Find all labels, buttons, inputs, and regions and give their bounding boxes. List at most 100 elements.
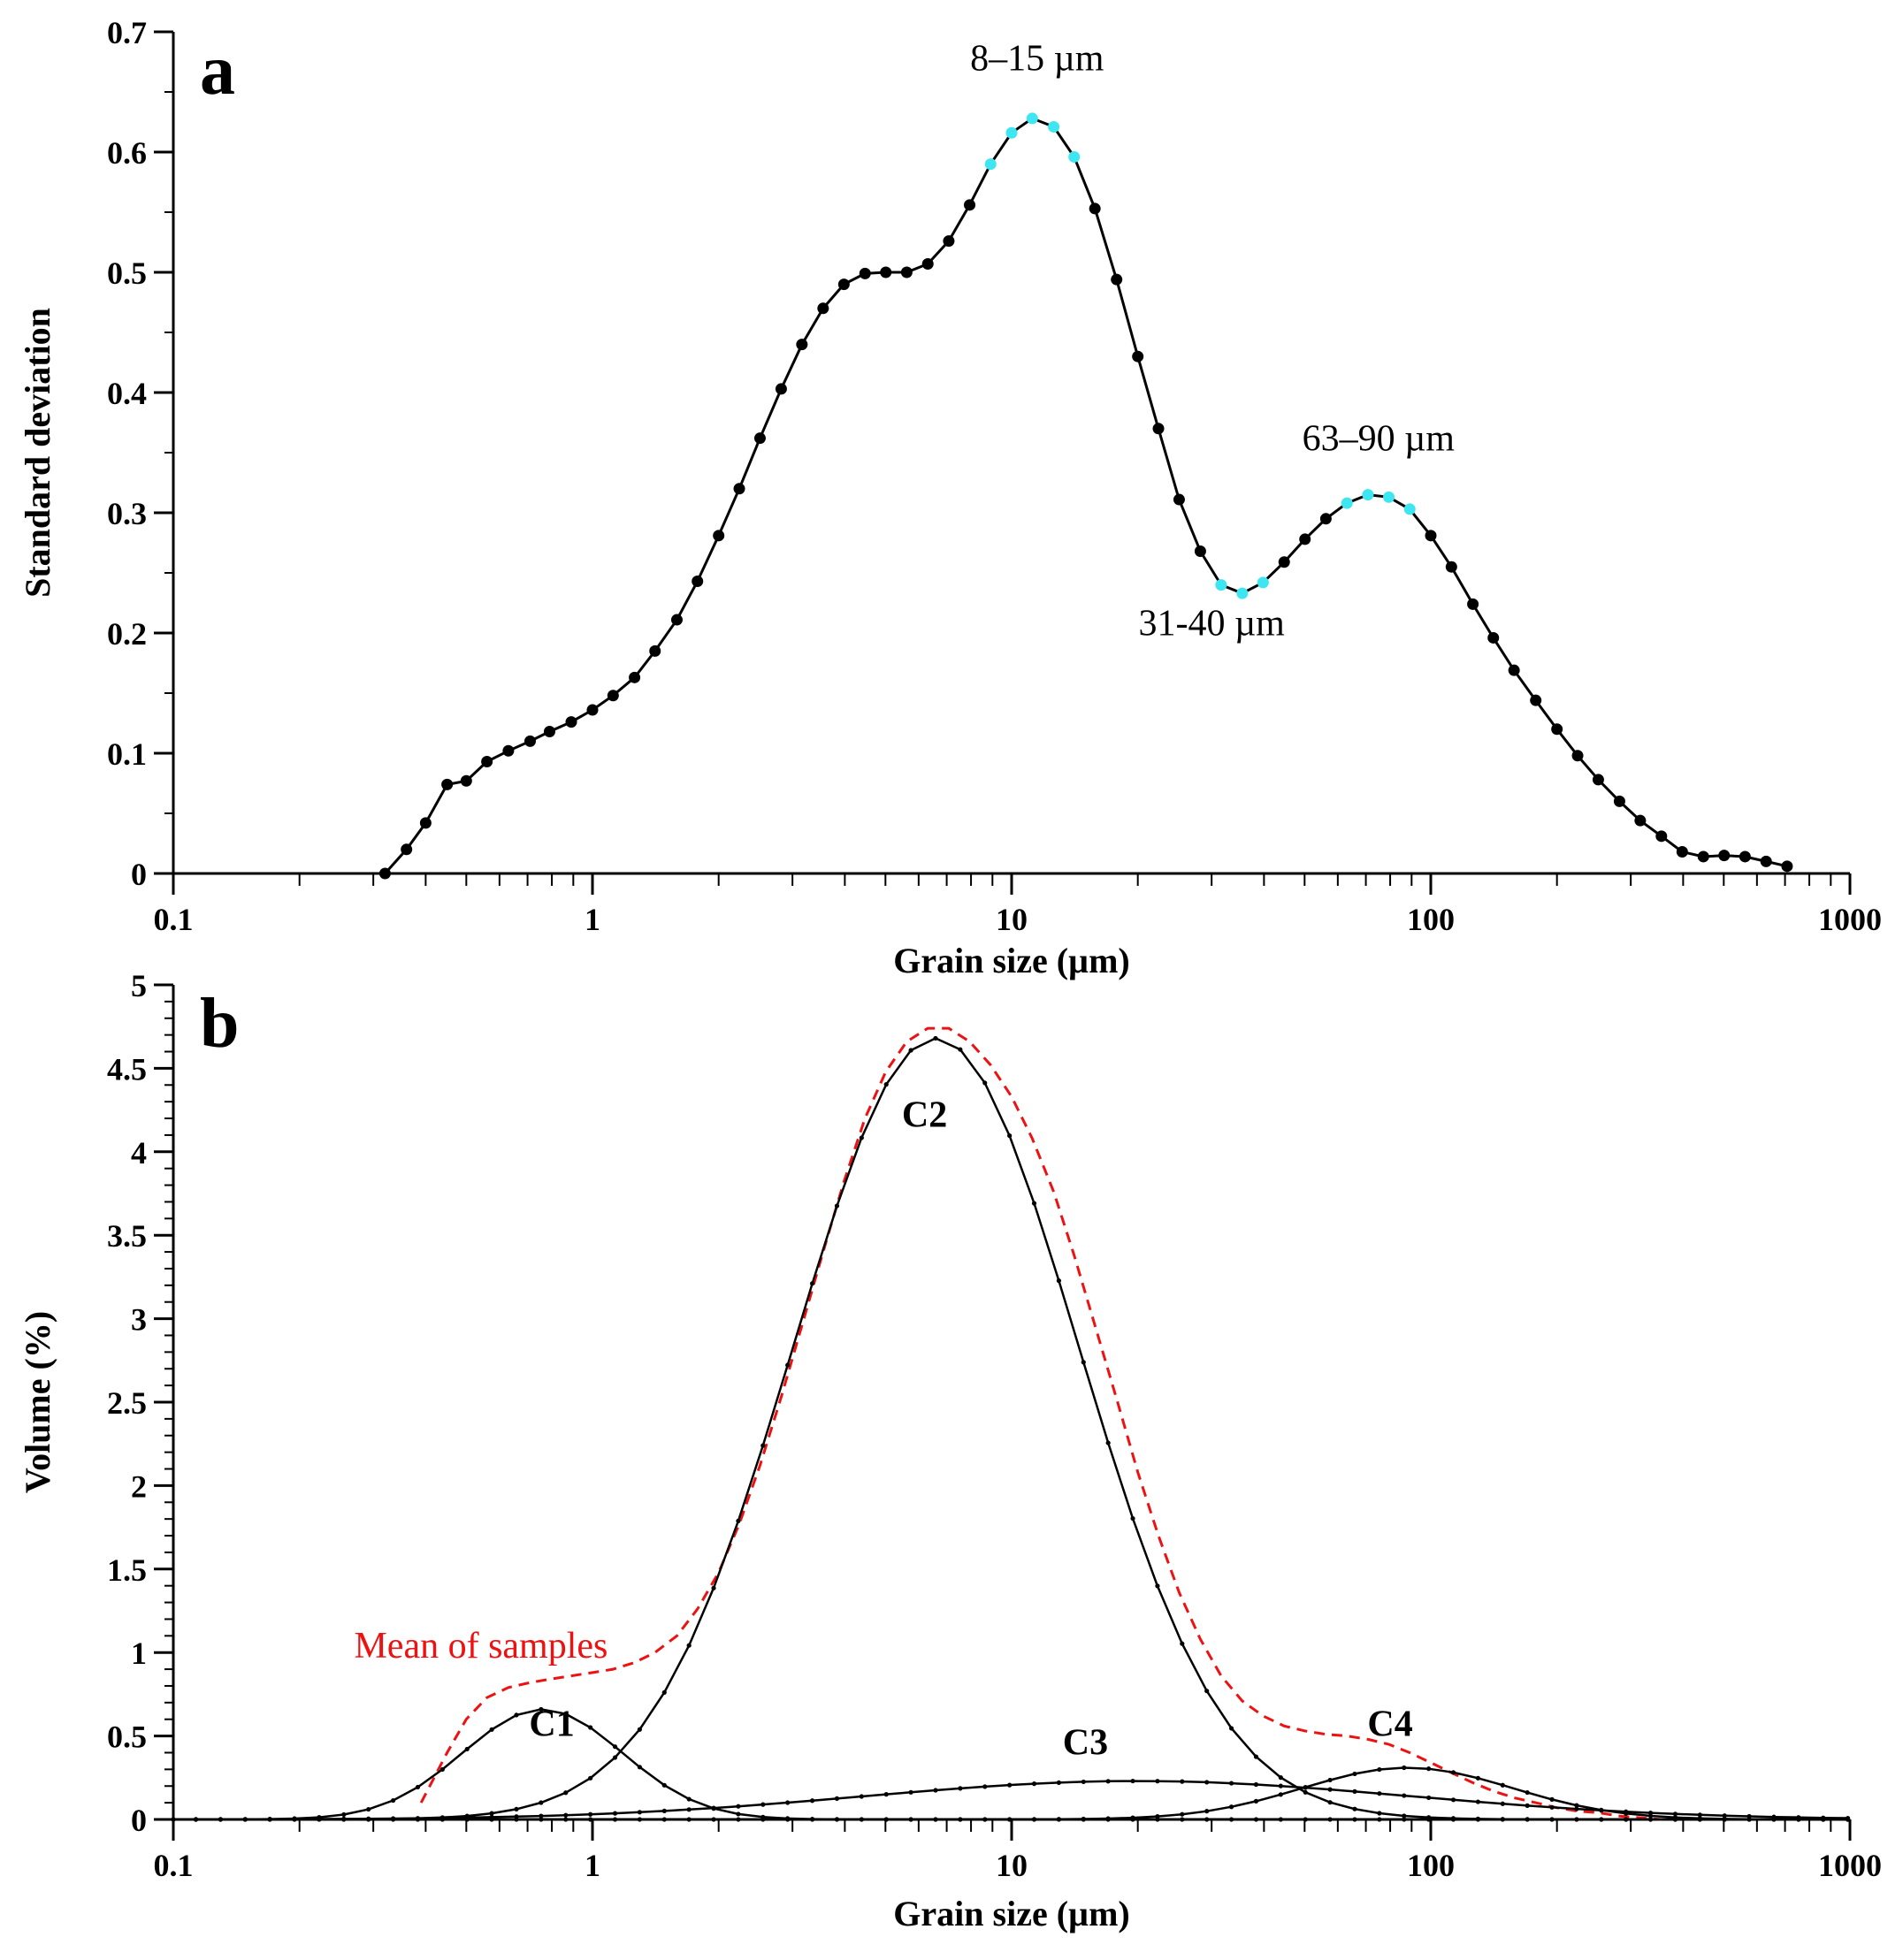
x-axis-title: Grain size (µm)	[893, 1894, 1129, 1933]
peak-annotation: 63–90 µm	[1303, 418, 1456, 459]
data-point	[1781, 860, 1793, 873]
component-point-c4	[1500, 1782, 1505, 1788]
highlighted-data-point	[1048, 120, 1060, 133]
component-point-c2	[1525, 1817, 1530, 1822]
component-point-c1	[661, 1782, 667, 1788]
component-point-c1	[1352, 1817, 1357, 1822]
component-point-c1	[1180, 1817, 1185, 1822]
highlighted-data-point	[984, 158, 997, 171]
component-point-c1	[1402, 1817, 1407, 1822]
component-point-c2	[1426, 1815, 1432, 1820]
component-point-c1	[612, 1744, 618, 1750]
component-point-c2	[1253, 1754, 1259, 1759]
component-point-c4	[514, 1817, 519, 1822]
component-point-c4	[588, 1817, 593, 1822]
y-tick-label: 0.7	[107, 15, 147, 50]
x-axis-title: Grain size (µm)	[893, 941, 1129, 980]
data-point	[943, 235, 955, 248]
component-point-c2	[1081, 1360, 1086, 1365]
data-point	[837, 278, 850, 291]
highlighted-data-point	[1362, 489, 1374, 501]
component-point-c1	[341, 1811, 347, 1818]
data-point	[1592, 774, 1604, 786]
component-point-c2	[711, 1585, 716, 1590]
component-point-c3	[563, 1812, 569, 1818]
x-tick-label: 1	[585, 1848, 600, 1883]
component-point-c2	[736, 1518, 741, 1523]
data-point	[1487, 631, 1500, 644]
component-point-c2	[1303, 1789, 1308, 1795]
component-point-c3	[1327, 1787, 1333, 1792]
component-point-c1	[514, 1712, 519, 1718]
component-point-c4	[883, 1817, 889, 1822]
data-point	[607, 690, 619, 702]
data-point	[1132, 350, 1144, 362]
component-point-c3	[1377, 1791, 1382, 1796]
component-point-c2	[1377, 1811, 1382, 1816]
data-point	[1718, 850, 1731, 862]
component-point-c4	[933, 1817, 938, 1822]
component-point-c2	[1031, 1201, 1037, 1206]
component-point-c3	[1426, 1795, 1432, 1801]
x-tick-label: 10	[996, 902, 1028, 937]
data-point	[859, 267, 871, 279]
component-point-c2	[785, 1362, 791, 1368]
data-point	[629, 671, 641, 683]
component-point-c4	[242, 1817, 248, 1822]
component-point-c4	[1647, 1813, 1654, 1819]
component-point-c4	[1228, 1804, 1234, 1810]
data-point	[419, 817, 432, 829]
component-point-c4	[1771, 1817, 1777, 1822]
component-point-c3	[1204, 1780, 1210, 1785]
component-point-c2	[686, 1643, 692, 1648]
component-point-c4	[390, 1817, 396, 1822]
component-point-c4	[982, 1817, 988, 1822]
component-point-c1	[563, 1711, 569, 1717]
component-point-c2	[908, 1048, 913, 1053]
data-point	[670, 614, 683, 626]
y-tick-label: 4.5	[107, 1051, 147, 1087]
component-point-c4	[1821, 1817, 1826, 1822]
x-tick-label: 1000	[1818, 902, 1882, 937]
component-point-c4	[1796, 1817, 1801, 1822]
component-label-c1: C1	[529, 1705, 574, 1745]
data-point	[565, 716, 577, 728]
data-point	[543, 726, 555, 738]
data-point	[1571, 750, 1584, 762]
component-point-c2	[1352, 1806, 1357, 1811]
component-point-c2	[563, 1790, 569, 1796]
component-point-c3	[1007, 1782, 1013, 1788]
component-point-c3	[834, 1796, 840, 1801]
component-point-c4	[439, 1817, 445, 1822]
component-point-c2	[612, 1755, 618, 1760]
component-point-c3	[908, 1789, 913, 1795]
component-point-c4	[958, 1817, 963, 1822]
component-point-c3	[1697, 1812, 1702, 1818]
y-tick-label: 0.5	[107, 1720, 147, 1755]
component-point-c2	[1327, 1800, 1333, 1805]
component-point-c4	[711, 1817, 716, 1822]
y-tick-label: 0.2	[107, 616, 147, 652]
component-point-c1	[736, 1811, 741, 1817]
component-point-c4	[612, 1817, 618, 1822]
component-point-c2	[958, 1047, 963, 1052]
highlighted-data-point	[1403, 503, 1416, 515]
component-point-c2	[588, 1775, 593, 1781]
component-point-c3	[588, 1811, 593, 1817]
component-point-c2	[1500, 1817, 1505, 1822]
component-point-c1	[1278, 1817, 1283, 1822]
data-point	[733, 483, 745, 495]
data-point	[880, 266, 892, 278]
data-point	[921, 257, 934, 270]
component-point-c4	[1475, 1775, 1480, 1781]
data-point	[1739, 850, 1751, 863]
x-tick-label: 1	[585, 902, 600, 937]
data-point	[649, 644, 661, 657]
component-point-c2	[1475, 1816, 1480, 1821]
y-tick-label: 0.6	[107, 135, 147, 171]
data-point	[524, 735, 536, 747]
data-point	[460, 774, 472, 787]
y-tick-label: 2	[131, 1468, 147, 1504]
component-point-c4	[908, 1817, 913, 1822]
